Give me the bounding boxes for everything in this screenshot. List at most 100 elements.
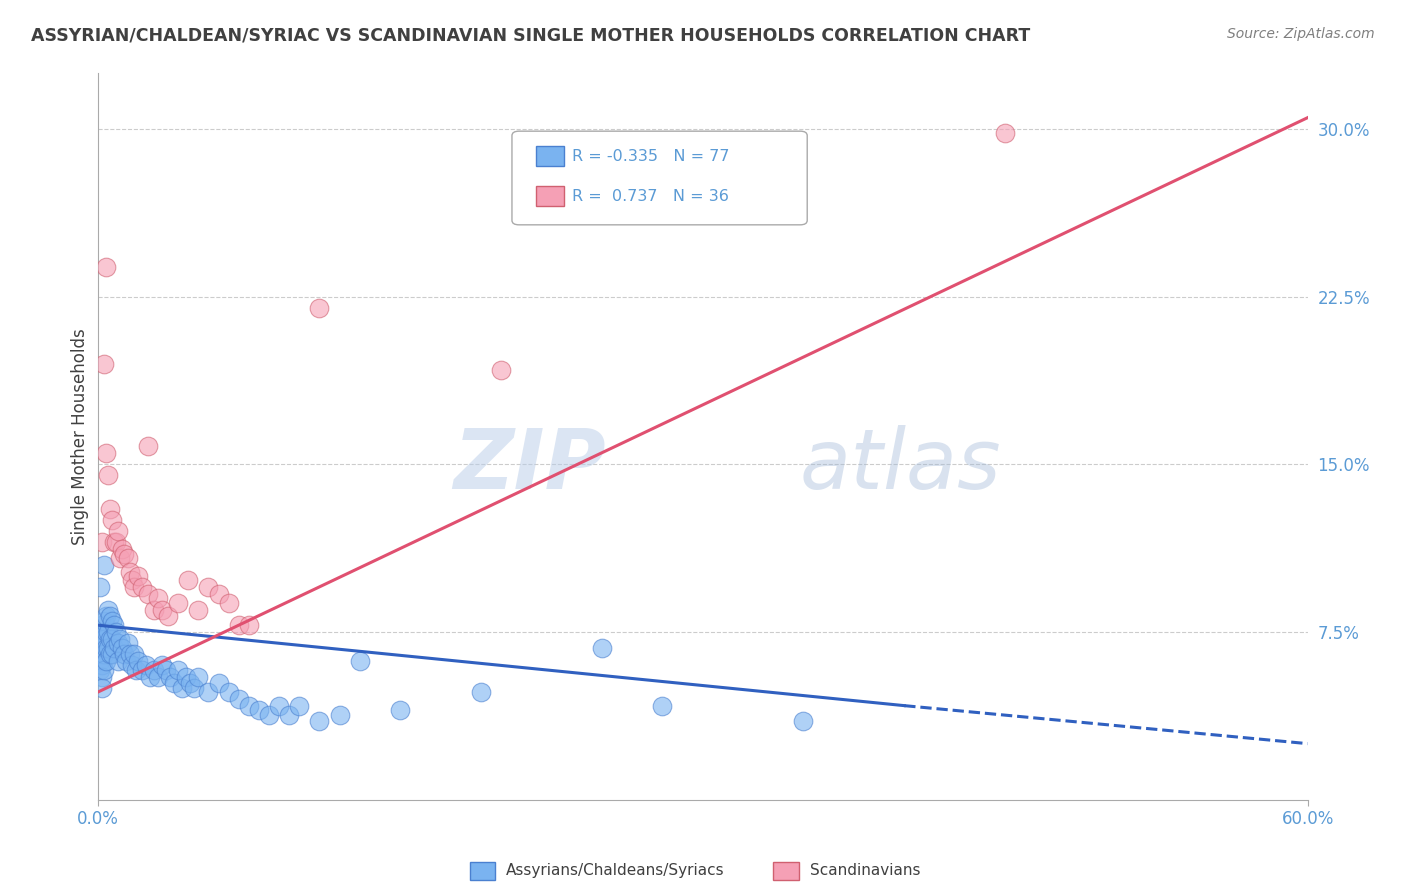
Point <box>122 580 145 594</box>
Point <box>121 658 143 673</box>
Point <box>172 681 194 695</box>
Point <box>94 609 117 624</box>
Point <box>121 574 143 588</box>
Point <box>197 580 219 594</box>
Point <box>98 632 121 646</box>
Point <box>100 513 122 527</box>
Point <box>98 609 121 624</box>
Point <box>89 640 111 655</box>
Point <box>97 640 120 655</box>
Point <box>93 663 115 677</box>
Point <box>218 596 240 610</box>
Point <box>98 502 121 516</box>
Point <box>93 357 115 371</box>
Point <box>278 707 301 722</box>
Point <box>591 640 613 655</box>
Point <box>179 676 201 690</box>
Point <box>218 685 240 699</box>
Point <box>114 654 136 668</box>
Point <box>228 618 250 632</box>
Point <box>100 647 122 661</box>
Text: ASSYRIAN/CHALDEAN/SYRIAC VS SCANDINAVIAN SINGLE MOTHER HOUSEHOLDS CORRELATION CH: ASSYRIAN/CHALDEAN/SYRIAC VS SCANDINAVIAN… <box>31 27 1031 45</box>
Point <box>329 707 352 722</box>
Point <box>489 363 512 377</box>
Text: ZIP: ZIP <box>453 425 606 506</box>
Point <box>150 658 173 673</box>
Point <box>94 654 117 668</box>
Point <box>308 714 330 729</box>
Point <box>89 580 111 594</box>
Point <box>238 698 260 713</box>
Point <box>104 624 127 639</box>
Point <box>90 632 112 646</box>
Point <box>97 624 120 639</box>
Point <box>150 602 173 616</box>
Point <box>187 669 209 683</box>
Point <box>177 574 200 588</box>
Point <box>97 602 120 616</box>
Point <box>470 685 492 699</box>
Point <box>103 535 125 549</box>
Text: Scandinavians: Scandinavians <box>810 863 921 878</box>
Point <box>103 618 125 632</box>
Point <box>108 632 131 646</box>
Point <box>117 636 139 650</box>
Point <box>389 703 412 717</box>
Point <box>89 654 111 668</box>
Point <box>146 591 169 606</box>
Point <box>118 647 141 661</box>
Point <box>94 624 117 639</box>
Point <box>93 558 115 572</box>
Point <box>104 535 127 549</box>
Point <box>349 654 371 668</box>
Point <box>111 640 134 655</box>
Point <box>90 681 112 695</box>
Point <box>94 640 117 655</box>
Point <box>163 676 186 690</box>
Point <box>146 669 169 683</box>
Point <box>100 614 122 628</box>
Point <box>792 714 814 729</box>
Point <box>228 692 250 706</box>
Point <box>93 614 115 628</box>
Point <box>994 126 1017 140</box>
Point <box>143 602 166 616</box>
Text: Assyrians/Chaldeans/Syriacs: Assyrians/Chaldeans/Syriacs <box>506 863 724 878</box>
Text: atlas: atlas <box>800 425 1001 506</box>
Point <box>108 551 131 566</box>
Point <box>127 569 149 583</box>
Point <box>651 698 673 713</box>
Point <box>238 618 260 632</box>
Point <box>100 632 122 646</box>
Point <box>90 669 112 683</box>
Point <box>136 587 159 601</box>
Point <box>89 663 111 677</box>
Point <box>90 647 112 661</box>
Point <box>118 565 141 579</box>
Point <box>288 698 311 713</box>
Point <box>257 707 280 722</box>
Point <box>107 654 129 668</box>
Point <box>308 301 330 315</box>
Point <box>94 260 117 275</box>
Point <box>267 698 290 713</box>
Point <box>187 602 209 616</box>
Point <box>207 676 229 690</box>
Point <box>155 663 177 677</box>
Point <box>107 524 129 539</box>
Point <box>167 596 190 610</box>
Point <box>197 685 219 699</box>
Point <box>247 703 270 717</box>
Point <box>127 654 149 668</box>
Point <box>143 663 166 677</box>
Point <box>90 535 112 549</box>
Text: R = -0.335   N = 77: R = -0.335 N = 77 <box>572 149 730 163</box>
Point <box>117 551 139 566</box>
Point <box>157 609 180 624</box>
Point <box>98 647 121 661</box>
Text: R =  0.737   N = 36: R = 0.737 N = 36 <box>572 189 730 203</box>
Point <box>183 681 205 695</box>
Point <box>93 647 115 661</box>
Point <box>97 468 120 483</box>
Point <box>111 542 134 557</box>
